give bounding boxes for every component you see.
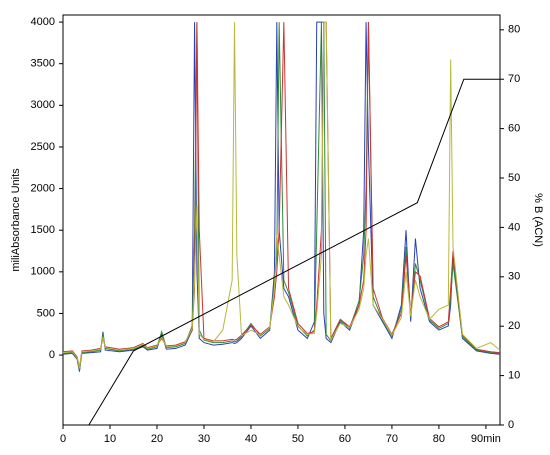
x-tick-label: 40 [245,433,257,445]
trace-line [62,21,501,372]
plot-frame [62,14,501,426]
y2-tick-label: 40 [508,221,520,233]
y-tick-label: 1000 [31,266,55,278]
y-tick-label: 1500 [31,224,55,236]
x-tick-label: 70 [386,433,398,445]
y-tick-label: 2500 [31,141,55,153]
y-tick-label: 2000 [31,182,55,194]
x-tick-label: 50 [292,433,304,445]
y-tick-label: 500 [37,307,55,319]
x-tick-label: 80 [433,433,445,445]
x-tick-label: 0 [60,433,66,445]
trace-line [62,21,501,369]
y2-axis-title: % B (ACN) [532,193,544,247]
y2-tick-label: 30 [508,271,520,283]
y-tick-label: 0 [49,349,55,361]
y2-tick-label: 80 [508,24,520,36]
y-tick-label: 4000 [31,16,55,28]
x-tick-label: 20 [151,433,163,445]
y2-tick-label: 10 [508,370,520,382]
trace-line [62,21,501,371]
y2-tick-label: 0 [508,419,514,431]
y2-tick-label: 70 [508,73,520,85]
y2-tick-label: 20 [508,320,520,332]
x-tick-label: 60 [339,433,351,445]
y-tick-label: 3000 [31,99,55,111]
y-tick-label: 3500 [31,58,55,70]
gradient-line [88,78,500,426]
y2-tick-label: 50 [508,172,520,184]
trace-line [62,21,501,368]
x-tick-label: 30 [198,433,210,445]
x-tick-label: 90min [471,433,501,445]
x-tick-label: 10 [104,433,116,445]
y2-tick-label: 60 [508,123,520,135]
y-axis-title: miliAbsorbance Units [10,168,22,272]
